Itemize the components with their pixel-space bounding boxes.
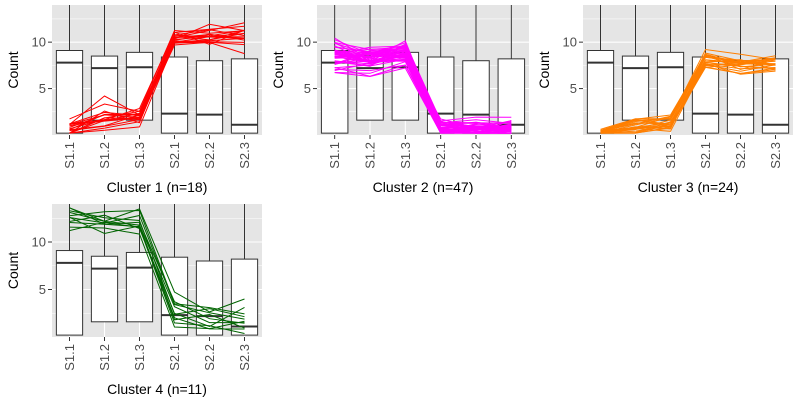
x-tick-label: S1.3 (398, 142, 413, 169)
profile-line (600, 62, 776, 134)
profile-line (69, 211, 245, 324)
x-tick-label: S1.2 (97, 344, 112, 371)
profile-line (334, 49, 512, 131)
profile-line (69, 216, 245, 329)
profile-line (334, 53, 512, 134)
profile-line (334, 51, 512, 134)
box (230, 258, 259, 336)
x-tick-label: S2.3 (237, 142, 252, 169)
cluster-1-panel: 5 10 Count S1.1 S1.2 S1.3 S2.1 S2.2 S2.3 Cluster … (5, 5, 262, 195)
x-tick-label: S2.1 (167, 142, 182, 169)
y-tick-label: 10 (32, 35, 46, 50)
box (621, 55, 650, 121)
y-axis-title: Count (5, 252, 21, 289)
y-tick-label: 10 (563, 35, 577, 50)
x-tick-label: S2.2 (202, 142, 217, 169)
y-tick-label: 5 (570, 81, 577, 96)
cluster-2-panel: 5 10 Count S1.1 S1.2 S1.3 S2.1 S2.2 S2.3 Cluster … (270, 5, 529, 195)
cluster-3-panel: 5 10 Count S1.1 S1.2 S1.3 S2.1 S2.2 S2.3 Cluster … (536, 5, 793, 195)
y-axis-title: Count (536, 51, 552, 88)
y-tick-label: 5 (39, 81, 46, 96)
profile-line (69, 34, 245, 134)
profile-line (69, 210, 245, 318)
x-tick-label: S2.3 (237, 344, 252, 371)
x-tick-label: S1.1 (62, 344, 77, 371)
x-tick-label: S1.2 (97, 142, 112, 169)
x-tick-label: S1.1 (62, 142, 77, 169)
x-axis-title: Cluster 3 (n=24) (638, 179, 739, 195)
box (90, 55, 119, 121)
profile-line (69, 209, 245, 315)
x-tick-label: S1.2 (628, 142, 643, 169)
profile-line (600, 53, 776, 132)
x-tick-label: S2.2 (202, 344, 217, 371)
x-tick-label: S2.2 (469, 142, 484, 169)
profile-line (69, 226, 245, 330)
box (195, 260, 224, 336)
box (586, 50, 615, 134)
x-tick-label: S1.1 (593, 142, 608, 169)
x-tick-label: S2.3 (504, 142, 519, 169)
box (90, 255, 119, 323)
x-axis-title: Cluster 1 (n=18) (107, 179, 208, 195)
y-axis-title: Count (5, 51, 21, 88)
x-tick-label: S1.1 (327, 142, 342, 169)
x-tick-label: S1.3 (132, 344, 147, 371)
y-tick-label: 5 (304, 81, 311, 96)
box (195, 60, 224, 134)
x-axis-title: Cluster 2 (n=47) (373, 179, 474, 195)
profile-line (600, 55, 776, 134)
profile-line (69, 22, 245, 120)
y-axis-title: Count (270, 51, 286, 88)
box (55, 250, 84, 336)
x-axis-title: Cluster 4 (n=11) (107, 381, 207, 397)
box (160, 56, 189, 134)
y-tick-label: 10 (297, 35, 311, 50)
profile-line (334, 52, 512, 134)
box (125, 251, 154, 323)
x-tick-label: S2.1 (433, 142, 448, 169)
x-tick-label: S1.3 (132, 142, 147, 169)
profile-line (334, 45, 512, 124)
profile-line (600, 63, 776, 132)
x-tick-label: S2.2 (733, 142, 748, 169)
x-tick-label: S1.3 (663, 142, 678, 169)
x-tick-label: S1.2 (363, 142, 378, 169)
box (55, 50, 84, 134)
y-tick-label: 10 (32, 235, 46, 250)
x-tick-label: S2.3 (768, 142, 783, 169)
y-tick-label: 5 (39, 282, 46, 297)
x-tick-label: S2.1 (698, 142, 713, 169)
box (230, 58, 259, 134)
x-tick-label: S2.1 (167, 344, 182, 371)
profile-line (69, 23, 245, 131)
profile-line (334, 53, 512, 133)
profile-line (69, 207, 245, 324)
panel-background (583, 5, 793, 135)
profile-line (69, 41, 245, 134)
cluster-4-panel: 5 10 Count S1.1 S1.2 S1.3 S2.1 S2.2 S2.3 Cluster … (5, 204, 262, 397)
profile-line (69, 33, 245, 134)
